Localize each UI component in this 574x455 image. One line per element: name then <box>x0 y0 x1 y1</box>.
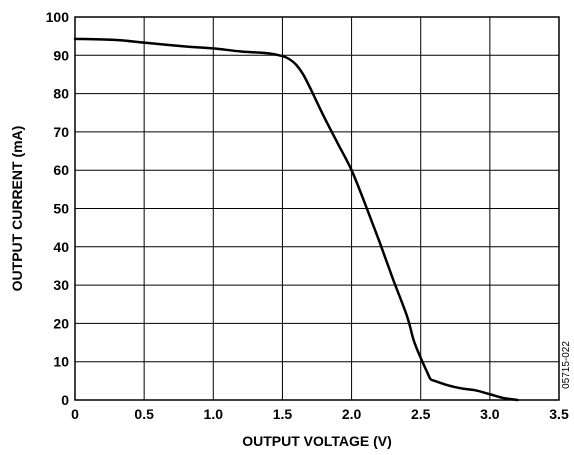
x-tick-label: 0 <box>71 406 79 422</box>
y-tick-label: 10 <box>53 354 69 370</box>
x-tick-label: 3.5 <box>549 406 569 422</box>
series-line <box>73 37 519 402</box>
y-tick-label: 30 <box>53 277 69 293</box>
y-tick-label: 90 <box>53 47 69 63</box>
y-tick-label: 0 <box>61 392 69 408</box>
y-axis-title: OUTPUT CURRENT (mA) <box>9 126 25 292</box>
y-tick-label: 70 <box>53 124 69 140</box>
y-tick-label: 40 <box>53 239 69 255</box>
x-tick-label: 1.0 <box>204 406 224 422</box>
y-tick-label: 60 <box>53 162 69 178</box>
y-tick-labels: 0 10 20 30 40 50 60 70 80 90 100 <box>46 9 70 408</box>
x-tick-label: 0.5 <box>134 406 154 422</box>
y-tick-label: 20 <box>53 315 69 331</box>
plot-frame <box>74 16 560 401</box>
x-tick-labels: 0 0.5 1.0 1.5 2.0 2.5 3.0 3.5 <box>71 406 569 422</box>
x-tick-label: 2.5 <box>411 406 431 422</box>
y-tick-label: 50 <box>53 201 69 217</box>
grid-layer <box>74 16 560 401</box>
y-tick-label: 80 <box>53 86 69 102</box>
x-tick-label: 2.0 <box>342 406 362 422</box>
figure-id: 05715-022 <box>561 341 572 389</box>
x-tick-label: 1.5 <box>273 406 293 422</box>
y-tick-label: 100 <box>46 9 70 25</box>
x-axis-title: OUTPUT VOLTAGE (V) <box>242 433 392 449</box>
x-tick-label: 3.0 <box>480 406 500 422</box>
